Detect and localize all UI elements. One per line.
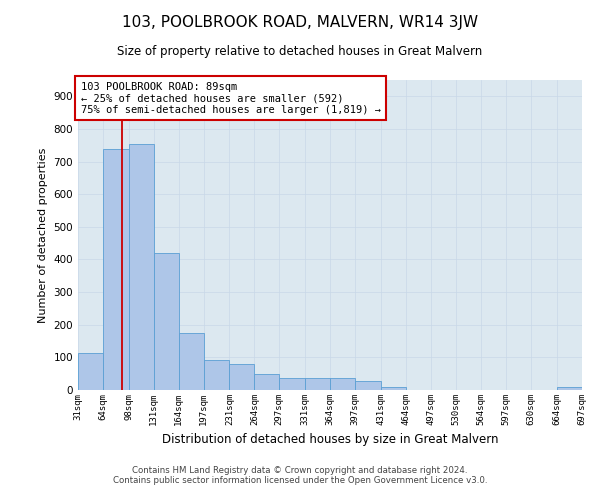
Text: Contains HM Land Registry data © Crown copyright and database right 2024.
Contai: Contains HM Land Registry data © Crown c… xyxy=(113,466,487,485)
Bar xyxy=(203,360,229,390)
Bar xyxy=(279,378,305,390)
Bar xyxy=(557,388,582,390)
Y-axis label: Number of detached properties: Number of detached properties xyxy=(38,148,48,322)
Bar xyxy=(154,253,179,390)
Bar xyxy=(330,378,355,390)
Bar xyxy=(229,364,254,390)
Bar xyxy=(179,333,203,390)
Bar xyxy=(305,378,330,390)
Bar xyxy=(78,354,103,390)
Text: 103 POOLBROOK ROAD: 89sqm
← 25% of detached houses are smaller (592)
75% of semi: 103 POOLBROOK ROAD: 89sqm ← 25% of detac… xyxy=(80,82,380,115)
X-axis label: Distribution of detached houses by size in Great Malvern: Distribution of detached houses by size … xyxy=(162,434,498,446)
Bar xyxy=(129,144,154,390)
Bar xyxy=(103,148,129,390)
Bar xyxy=(381,386,406,390)
Text: Size of property relative to detached houses in Great Malvern: Size of property relative to detached ho… xyxy=(118,45,482,58)
Text: 103, POOLBROOK ROAD, MALVERN, WR14 3JW: 103, POOLBROOK ROAD, MALVERN, WR14 3JW xyxy=(122,15,478,30)
Bar xyxy=(355,381,381,390)
Bar xyxy=(254,374,279,390)
